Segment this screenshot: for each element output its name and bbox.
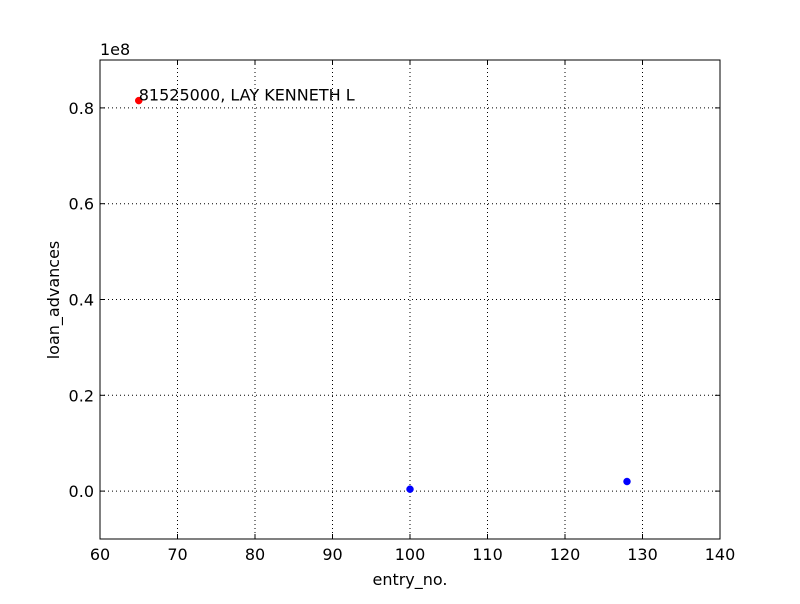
data-point xyxy=(623,477,631,486)
y-tick-label: 0.0 xyxy=(69,482,94,501)
axis-ticks: 60 70 80 90 100 110 120 130 140 0.0 0.2 0.4 0.6 0.8 xyxy=(69,60,736,564)
y-axis-label: loan_advances xyxy=(44,241,64,360)
x-tick-label: 110 xyxy=(472,545,503,564)
x-tick-label: 120 xyxy=(550,545,581,564)
x-tick-label: 80 xyxy=(245,545,265,564)
x-tick-label: 90 xyxy=(322,545,342,564)
x-tick-label: 130 xyxy=(627,545,658,564)
data-point xyxy=(135,96,143,105)
point-annotation: 81525000, LAY KENNETH L xyxy=(139,86,355,105)
y-tick-label: 0.6 xyxy=(69,195,94,214)
y-tick-label: 0.8 xyxy=(69,99,94,118)
grid-lines xyxy=(100,60,720,539)
y-tick-label: 0.4 xyxy=(69,291,94,310)
x-axis-label: entry_no. xyxy=(372,570,447,590)
data-point xyxy=(406,485,414,493)
x-tick-label: 140 xyxy=(705,545,736,564)
y-axis-offset-label: 1e8 xyxy=(100,40,130,59)
plot-area-frame xyxy=(99,59,721,540)
y-tick-label: 0.2 xyxy=(69,386,94,405)
data-points xyxy=(135,96,631,493)
annotations: 81525000, LAY KENNETH L xyxy=(139,86,355,105)
x-tick-label: 100 xyxy=(395,545,426,564)
x-tick-label: 60 xyxy=(90,545,110,564)
x-tick-label: 70 xyxy=(167,545,187,564)
